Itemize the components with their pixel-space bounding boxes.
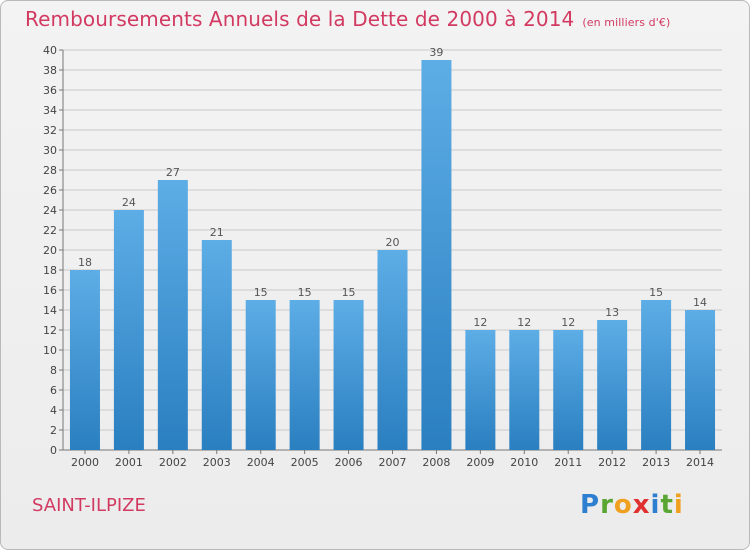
y-tick-label: 24 [43, 204, 57, 217]
y-tick-label: 8 [50, 364, 57, 377]
chart-title: Remboursements Annuels de la Dette de 20… [25, 7, 670, 31]
logo-letter: t [660, 490, 674, 520]
bar [421, 60, 452, 450]
x-tick-label: 2006 [335, 456, 363, 469]
y-tick-label: 40 [43, 44, 57, 57]
y-tick-label: 2 [50, 424, 57, 437]
x-tick-label: 2014 [686, 456, 714, 469]
y-tick-label: 30 [43, 144, 57, 157]
value-label: 12 [517, 316, 531, 329]
bar [69, 270, 100, 450]
logo-letter: i [673, 490, 684, 520]
x-tick-label: 2000 [71, 456, 99, 469]
y-tick-label: 20 [43, 244, 57, 257]
y-tick-label: 4 [50, 404, 57, 417]
bar [465, 330, 496, 450]
logo-letter: r [600, 490, 614, 520]
value-label: 24 [122, 196, 136, 209]
y-tick-label: 14 [43, 304, 57, 317]
value-label: 12 [473, 316, 487, 329]
y-tick-label: 6 [50, 384, 57, 397]
value-label: 15 [649, 286, 663, 299]
y-tick-label: 22 [43, 224, 57, 237]
logo-letter: i [650, 490, 661, 520]
y-tick-label: 0 [50, 444, 57, 457]
logo-letter: x [632, 490, 651, 520]
x-tick-label: 2012 [598, 456, 626, 469]
x-tick-label: 2010 [510, 456, 538, 469]
labels: 0246810121416182022242628303234363840182… [43, 44, 714, 469]
value-label: 21 [210, 226, 224, 239]
y-tick-label: 12 [43, 324, 57, 337]
y-tick-label: 32 [43, 124, 57, 137]
y-tick-label: 18 [43, 264, 57, 277]
x-tick-label: 2003 [203, 456, 231, 469]
value-label: 27 [166, 166, 180, 179]
value-label: 13 [605, 306, 619, 319]
x-tick-label: 2002 [159, 456, 187, 469]
title-text: Remboursements Annuels de la Dette de 20… [25, 7, 575, 31]
x-tick-label: 2007 [379, 456, 407, 469]
y-tick-label: 28 [43, 164, 57, 177]
value-label: 14 [693, 296, 707, 309]
logo-letter: P [580, 490, 601, 520]
value-label: 15 [342, 286, 356, 299]
y-tick-label: 34 [43, 104, 57, 117]
value-label: 15 [298, 286, 312, 299]
x-tick-label: 2008 [422, 456, 450, 469]
logo-letter: o [613, 490, 633, 520]
bar [597, 320, 628, 450]
bar [289, 300, 320, 450]
x-tick-label: 2001 [115, 456, 143, 469]
place-name: SAINT-ILPIZE [32, 495, 146, 516]
bars [69, 60, 716, 450]
unit-note: (en milliers d'€) [582, 16, 671, 29]
bar [641, 300, 672, 450]
bar [333, 300, 364, 450]
bar [201, 240, 232, 450]
bar [509, 330, 540, 450]
bar [157, 180, 188, 450]
bar [113, 210, 144, 450]
x-tick-label: 2011 [554, 456, 582, 469]
value-label: 39 [429, 46, 443, 59]
x-tick-label: 2005 [291, 456, 319, 469]
y-tick-label: 38 [43, 64, 57, 77]
y-tick-label: 10 [43, 344, 57, 357]
value-label: 15 [254, 286, 268, 299]
x-tick-label: 2013 [642, 456, 670, 469]
x-tick-label: 2004 [247, 456, 275, 469]
proxiti-logo[interactable]: Proxiti [580, 490, 684, 520]
y-tick-label: 16 [43, 284, 57, 297]
value-label: 18 [78, 256, 92, 269]
bar [685, 310, 716, 450]
bar [245, 300, 276, 450]
value-label: 20 [386, 236, 400, 249]
bar [377, 250, 408, 450]
y-tick-label: 36 [43, 84, 57, 97]
x-tick-label: 2009 [466, 456, 494, 469]
bar [553, 330, 584, 450]
y-tick-label: 26 [43, 184, 57, 197]
value-label: 12 [561, 316, 575, 329]
